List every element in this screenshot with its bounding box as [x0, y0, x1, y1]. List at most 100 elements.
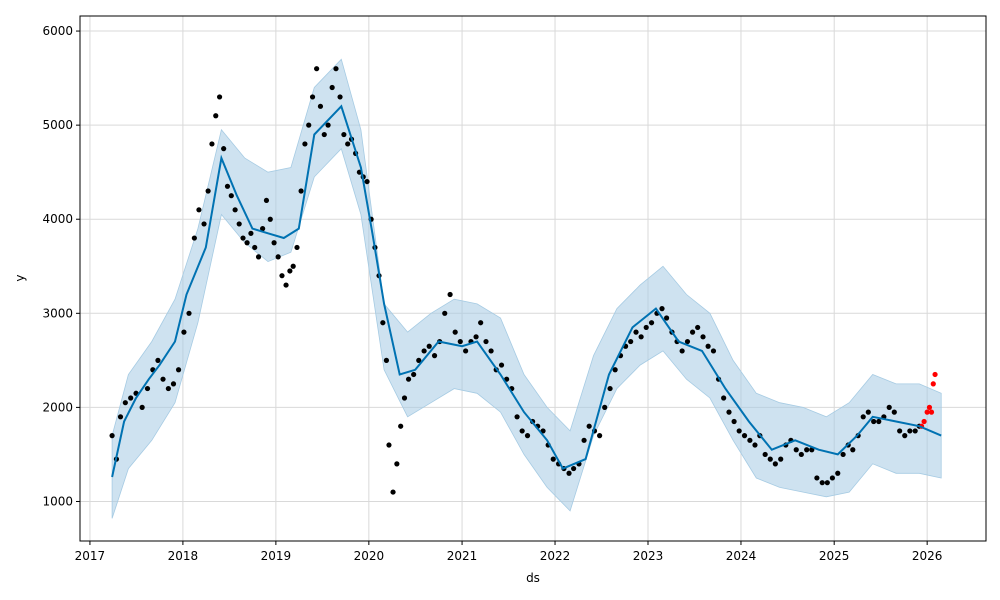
observed-point: [912, 428, 918, 434]
observed-point: [236, 221, 242, 227]
observed-point: [325, 122, 331, 128]
observed-point: [679, 348, 685, 354]
observed-point: [139, 404, 145, 410]
observed-point: [401, 395, 408, 401]
observed-point: [109, 433, 115, 439]
y-tick-label: 6000: [42, 24, 73, 38]
observed-point: [902, 433, 908, 439]
observed-point: [457, 338, 463, 345]
observed-point: [607, 385, 613, 392]
uncertainty-interval-band: [111, 58, 942, 519]
y-tick-label: 2000: [42, 400, 73, 414]
observed-point: [829, 475, 836, 481]
observed-point: [747, 437, 753, 443]
observed-point: [260, 226, 266, 232]
x-tick-label: 2023: [633, 549, 664, 563]
observed-point: [876, 418, 882, 425]
observed-point: [186, 310, 192, 316]
observed-point: [612, 367, 618, 373]
observed-point: [488, 348, 494, 354]
recent-point: [932, 371, 938, 378]
observed-point: [689, 329, 696, 335]
observed-point: [514, 414, 520, 420]
observed-point: [628, 338, 634, 345]
observed-point: [209, 141, 215, 147]
observed-point: [416, 357, 422, 363]
observed-points: [109, 66, 922, 495]
observed-point: [271, 240, 277, 246]
observed-point: [452, 329, 458, 335]
observed-point: [306, 122, 312, 128]
plot-frame: [79, 15, 987, 542]
observed-point: [228, 193, 234, 199]
observed-point: [232, 207, 238, 213]
observed-point: [850, 447, 856, 453]
observed-point: [798, 451, 804, 458]
observed-point: [421, 348, 427, 354]
x-tick-label: 2018: [168, 549, 199, 563]
observed-point: [394, 461, 400, 467]
observed-point: [298, 188, 304, 194]
observed-point: [287, 268, 293, 274]
observed-point: [571, 465, 577, 472]
observed-point: [321, 131, 327, 138]
observed-point: [550, 456, 556, 462]
observed-point: [341, 131, 347, 138]
observed-point: [431, 353, 438, 359]
observed-point: [314, 66, 320, 72]
observed-point: [248, 230, 254, 236]
y-tick-label: 3000: [42, 306, 73, 320]
x-tick-label: 2017: [75, 549, 106, 563]
y-tick-label: 1000: [42, 494, 73, 508]
observed-point: [519, 428, 525, 434]
recent-point: [926, 404, 933, 410]
observed-point: [191, 235, 197, 241]
recent-points: [918, 371, 938, 429]
observed-point: [772, 461, 778, 467]
x-tick-label: 2025: [819, 549, 850, 563]
observed-point: [705, 343, 711, 349]
observed-point: [405, 376, 412, 382]
observed-point: [767, 456, 773, 462]
y-tick-label: 5000: [42, 118, 73, 132]
observed-point: [726, 409, 732, 415]
observed-point: [364, 178, 370, 185]
observed-point: [244, 240, 250, 246]
observed-point: [597, 433, 603, 439]
observed-point: [736, 428, 742, 434]
recent-point: [928, 409, 935, 415]
observed-point: [267, 216, 273, 222]
observed-point: [160, 376, 166, 382]
y-axis-label: y: [13, 274, 27, 281]
observed-point: [255, 254, 262, 260]
observed-point: [263, 197, 270, 204]
observed-point: [155, 357, 161, 363]
observed-point: [224, 183, 231, 189]
observed-point: [633, 329, 639, 335]
observed-point: [117, 414, 124, 420]
observed-point: [205, 188, 211, 194]
observed-point: [380, 320, 386, 326]
observed-point: [907, 428, 913, 434]
observed-point: [643, 324, 649, 331]
observed-point: [721, 395, 727, 401]
y-tick-label: 4000: [42, 212, 73, 226]
x-tick-label: 2019: [261, 549, 292, 563]
observed-point: [398, 423, 404, 429]
observed-point: [762, 451, 768, 458]
observed-point: [390, 489, 396, 495]
observed-point: [426, 343, 432, 349]
observed-point: [840, 451, 846, 458]
x-tick-label: 2026: [912, 549, 943, 563]
observed-point: [240, 235, 246, 241]
observed-point: [201, 221, 207, 227]
observed-point: [778, 456, 784, 462]
observed-point: [283, 282, 289, 288]
observed-point: [566, 470, 572, 476]
observed-point: [333, 66, 339, 72]
observed-point: [128, 395, 134, 401]
observed-point: [275, 254, 281, 260]
observed-point: [294, 244, 300, 251]
